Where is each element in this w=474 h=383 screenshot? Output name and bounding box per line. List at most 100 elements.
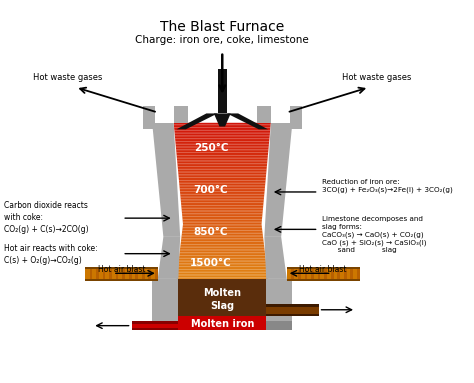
- Polygon shape: [175, 140, 269, 142]
- Polygon shape: [183, 223, 262, 224]
- Polygon shape: [182, 215, 263, 216]
- Polygon shape: [311, 268, 314, 280]
- Polygon shape: [155, 268, 158, 280]
- Polygon shape: [175, 142, 269, 143]
- Polygon shape: [176, 146, 269, 148]
- Polygon shape: [177, 160, 267, 162]
- Polygon shape: [266, 304, 319, 316]
- Text: Molten iron: Molten iron: [191, 319, 254, 329]
- Polygon shape: [132, 321, 178, 330]
- Polygon shape: [298, 268, 301, 280]
- Text: 1500°C: 1500°C: [190, 258, 232, 268]
- Polygon shape: [179, 184, 265, 185]
- Polygon shape: [158, 237, 180, 279]
- Polygon shape: [85, 267, 158, 268]
- Polygon shape: [177, 157, 268, 159]
- Polygon shape: [304, 268, 307, 280]
- Polygon shape: [182, 221, 262, 223]
- Polygon shape: [179, 182, 265, 184]
- Polygon shape: [181, 202, 264, 204]
- Polygon shape: [182, 231, 263, 232]
- Polygon shape: [257, 106, 302, 117]
- Polygon shape: [102, 268, 105, 280]
- Polygon shape: [271, 106, 290, 123]
- Polygon shape: [181, 196, 264, 198]
- Polygon shape: [181, 204, 264, 206]
- Polygon shape: [135, 268, 138, 280]
- Text: Hot waste gases: Hot waste gases: [33, 73, 103, 82]
- Polygon shape: [173, 123, 271, 124]
- Polygon shape: [174, 128, 271, 129]
- Polygon shape: [176, 151, 268, 152]
- Text: Carbon dioxide reacts
with coke:
CO₂(g) + C(s)→2CO(g): Carbon dioxide reacts with coke: CO₂(g) …: [4, 201, 89, 234]
- Polygon shape: [180, 188, 265, 190]
- Polygon shape: [176, 145, 269, 146]
- Polygon shape: [182, 219, 262, 221]
- Polygon shape: [179, 176, 266, 177]
- Polygon shape: [175, 143, 269, 145]
- Polygon shape: [179, 179, 266, 180]
- Polygon shape: [178, 167, 267, 168]
- Text: Charge: iron ore, coke, limestone: Charge: iron ore, coke, limestone: [136, 35, 309, 45]
- Polygon shape: [90, 268, 92, 280]
- Polygon shape: [324, 268, 327, 280]
- Polygon shape: [178, 279, 266, 321]
- Polygon shape: [109, 268, 112, 280]
- Polygon shape: [176, 113, 218, 129]
- Polygon shape: [178, 174, 266, 176]
- Polygon shape: [177, 155, 268, 157]
- Polygon shape: [142, 268, 145, 280]
- Polygon shape: [180, 195, 264, 196]
- Polygon shape: [180, 192, 264, 193]
- Text: Reduction of iron ore:
3CO(g) + Fe₂O₃(s)→2Fe(l) + 3CO₂(g): Reduction of iron ore: 3CO(g) + Fe₂O₃(s)…: [322, 179, 453, 193]
- Polygon shape: [132, 327, 178, 330]
- Polygon shape: [182, 228, 262, 229]
- Text: 850°C: 850°C: [194, 227, 228, 237]
- Polygon shape: [143, 106, 188, 117]
- Polygon shape: [152, 123, 180, 237]
- Polygon shape: [178, 279, 266, 316]
- Polygon shape: [177, 271, 267, 273]
- Polygon shape: [178, 168, 267, 170]
- Polygon shape: [182, 213, 263, 215]
- Polygon shape: [264, 237, 287, 279]
- Text: Hot air reacts with coke:
C(s) + O₂(g)→CO₂(g): Hot air reacts with coke: C(s) + O₂(g)→C…: [4, 244, 98, 265]
- Polygon shape: [174, 126, 271, 128]
- Polygon shape: [173, 106, 188, 123]
- Polygon shape: [182, 235, 263, 237]
- Polygon shape: [96, 268, 99, 280]
- Polygon shape: [180, 252, 265, 254]
- Polygon shape: [227, 113, 268, 129]
- Polygon shape: [344, 268, 346, 280]
- Text: Hot waste gases: Hot waste gases: [342, 73, 411, 82]
- Polygon shape: [180, 190, 264, 192]
- Polygon shape: [290, 106, 302, 129]
- Text: 250°C: 250°C: [194, 143, 228, 153]
- Polygon shape: [287, 267, 360, 281]
- Polygon shape: [182, 207, 263, 209]
- Polygon shape: [177, 273, 267, 274]
- Polygon shape: [174, 129, 270, 131]
- Polygon shape: [181, 240, 264, 241]
- Polygon shape: [178, 173, 266, 174]
- Polygon shape: [218, 69, 227, 113]
- Polygon shape: [177, 276, 268, 277]
- Polygon shape: [181, 201, 264, 202]
- Polygon shape: [264, 123, 292, 237]
- Polygon shape: [180, 251, 265, 252]
- Polygon shape: [178, 165, 267, 167]
- Text: Hot air blast: Hot air blast: [99, 265, 146, 274]
- Text: Limestone decomposes and
slag forms:
CaCO₃(s) → CaO(s) + CO₂(g)
CaO (s) + SiO₂(s: Limestone decomposes and slag forms: CaC…: [322, 216, 427, 253]
- Polygon shape: [178, 316, 266, 330]
- Polygon shape: [331, 268, 334, 280]
- Polygon shape: [257, 106, 271, 123]
- Polygon shape: [177, 164, 267, 165]
- Polygon shape: [179, 254, 265, 255]
- Text: The Blast Furnace: The Blast Furnace: [160, 20, 284, 34]
- Polygon shape: [178, 265, 266, 267]
- Polygon shape: [178, 170, 266, 171]
- Polygon shape: [180, 193, 264, 195]
- Polygon shape: [177, 159, 268, 160]
- Polygon shape: [129, 268, 132, 280]
- Text: 700°C: 700°C: [194, 185, 228, 195]
